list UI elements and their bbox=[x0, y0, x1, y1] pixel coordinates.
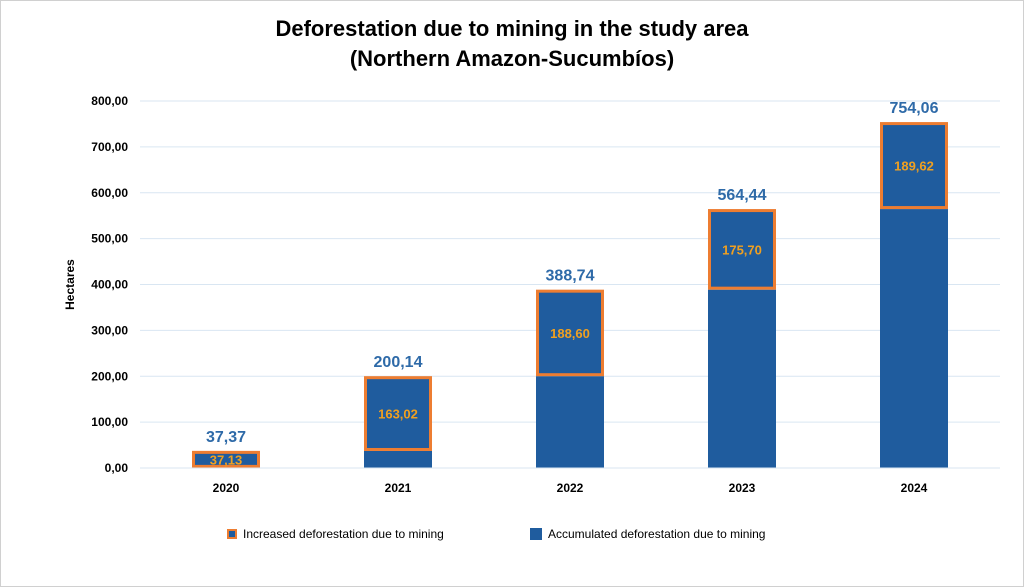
legend-item-accumulated: Accumulated deforestation due to mining bbox=[530, 527, 765, 541]
bar-accumulated bbox=[536, 376, 604, 468]
bar-accumulated bbox=[364, 450, 432, 468]
bar-increased bbox=[364, 376, 432, 451]
bar-increased bbox=[192, 450, 260, 468]
increase-value-label: 175,70 bbox=[722, 242, 762, 257]
increase-value-label: 189,62 bbox=[894, 159, 934, 174]
increase-value-label: 163,02 bbox=[378, 407, 418, 422]
y-tick-label: 600,00 bbox=[91, 186, 128, 200]
total-value-label: 754,06 bbox=[890, 100, 939, 117]
y-tick-label: 500,00 bbox=[91, 232, 128, 246]
legend-label-accumulated: Accumulated deforestation due to mining bbox=[548, 527, 766, 541]
y-tick-label: 800,00 bbox=[91, 94, 128, 108]
y-tick-label: 200,00 bbox=[91, 369, 128, 383]
total-value-label: 564,44 bbox=[718, 187, 767, 204]
x-tick-label: 2020 bbox=[213, 481, 240, 495]
y-tick-label: 0,00 bbox=[105, 461, 129, 475]
y-tick-label: 300,00 bbox=[91, 323, 128, 337]
y-axis-label: Hectares bbox=[63, 259, 77, 310]
total-value-label: 37,37 bbox=[206, 429, 246, 446]
total-value-label: 200,14 bbox=[374, 354, 423, 371]
x-tick-label: 2023 bbox=[729, 481, 756, 495]
legend-swatch-increased bbox=[227, 529, 237, 539]
legend-item-increased: Increased deforestation due to mining bbox=[227, 527, 444, 541]
chart-title: Deforestation due to mining in the study… bbox=[275, 16, 749, 41]
y-tick-label: 700,00 bbox=[91, 140, 128, 154]
legend-label-increased: Increased deforestation due to mining bbox=[243, 527, 444, 541]
total-value-label: 388,74 bbox=[546, 268, 595, 285]
x-tick-label: 2021 bbox=[385, 481, 412, 495]
legend-swatch-accumulated bbox=[530, 528, 542, 540]
bar-increased bbox=[536, 289, 604, 377]
increase-value-label: 37,13 bbox=[210, 452, 243, 467]
y-tick-label: 400,00 bbox=[91, 278, 128, 292]
increase-value-label: 188,60 bbox=[550, 326, 590, 341]
chart-subtitle: (Northern Amazon-Sucumbíos) bbox=[349, 46, 675, 71]
x-tick-label: 2022 bbox=[557, 481, 584, 495]
bar-accumulated bbox=[708, 289, 776, 468]
x-tick-label: 2024 bbox=[901, 481, 928, 495]
y-tick-label: 100,00 bbox=[91, 415, 128, 429]
bar-accumulated bbox=[880, 209, 948, 468]
bar-increased bbox=[880, 122, 948, 210]
bar-increased bbox=[708, 209, 776, 290]
